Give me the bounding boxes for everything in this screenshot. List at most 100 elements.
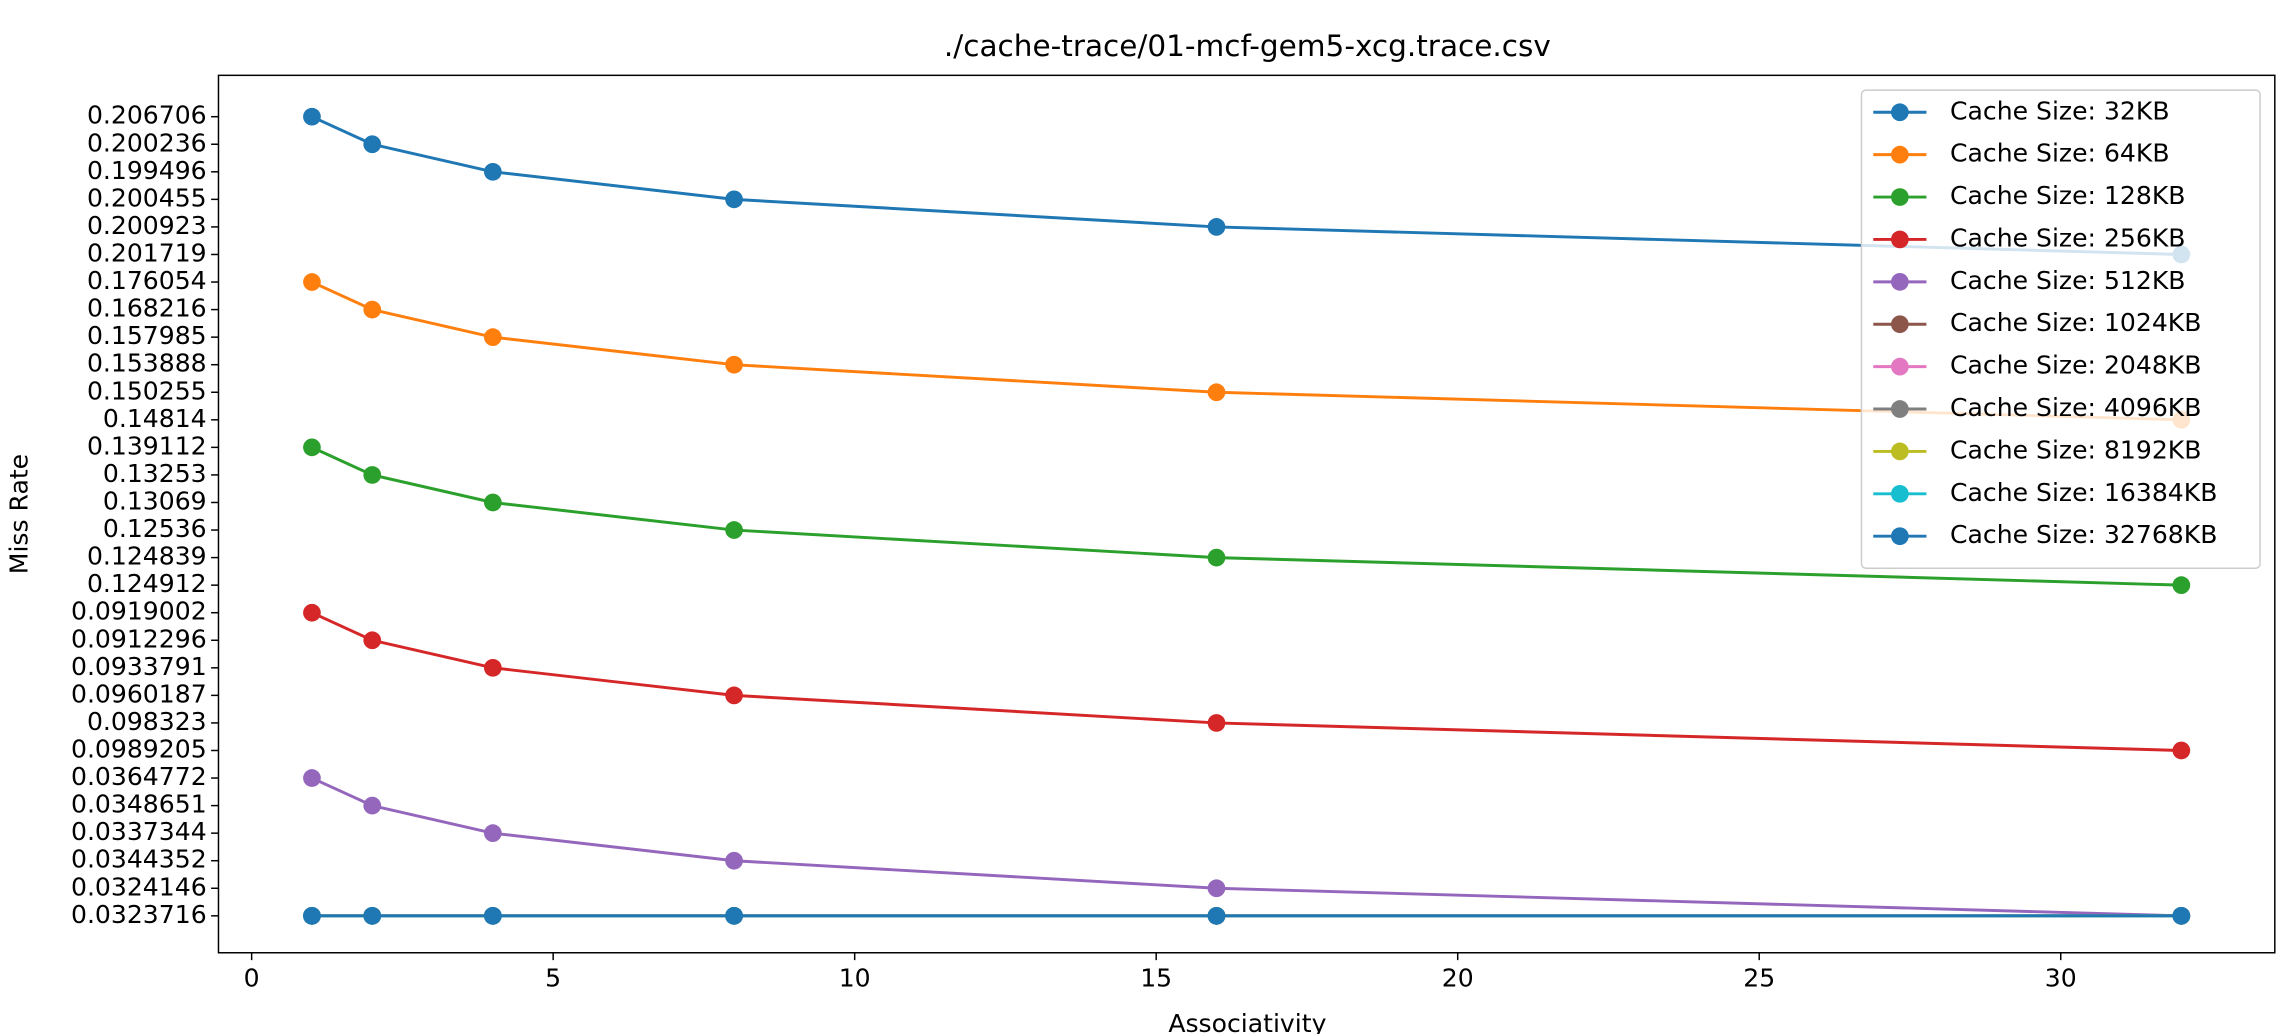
y-tick-label: 0.206706 — [87, 101, 207, 130]
x-axis-label: Associativity — [1168, 1009, 1326, 1034]
legend-label: Cache Size: 256KB — [1950, 223, 2185, 252]
legend-marker — [1891, 400, 1909, 418]
data-point — [1207, 879, 1226, 898]
x-tick-label: 20 — [1442, 963, 1474, 992]
legend-marker — [1891, 145, 1909, 164]
y-tick-label: 0.0323716 — [71, 900, 207, 929]
x-tick-label: 30 — [2045, 963, 2077, 992]
data-point — [363, 300, 382, 319]
legend-label: Cache Size: 8192KB — [1950, 435, 2201, 464]
y-tick-label: 0.12536 — [103, 514, 207, 543]
y-tick-label: 0.13253 — [103, 459, 207, 488]
data-point — [483, 162, 502, 181]
data-point — [2172, 906, 2191, 925]
y-tick-label: 0.157985 — [87, 321, 207, 350]
y-tick-label: 0.139112 — [87, 431, 207, 460]
data-point — [1207, 714, 1226, 732]
legend-label: Cache Size: 1024KB — [1950, 308, 2201, 337]
legend-label: Cache Size: 32768KB — [1950, 520, 2217, 549]
y-tick-label: 0.0364772 — [71, 762, 207, 791]
data-point — [303, 273, 321, 291]
data-point — [483, 824, 502, 843]
legend-label: Cache Size: 32KB — [1950, 96, 2169, 125]
y-tick-label: 0.0337344 — [71, 817, 207, 846]
y-tick-label: 0.150255 — [87, 376, 207, 405]
legend-label: Cache Size: 128KB — [1950, 181, 2185, 210]
y-tick-label: 0.201719 — [87, 238, 207, 267]
y-tick-label: 0.0344352 — [71, 845, 207, 874]
data-point — [725, 355, 743, 374]
y-tick-label: 0.0989205 — [71, 734, 207, 763]
legend-marker — [1891, 272, 1909, 291]
data-point — [363, 135, 382, 154]
series-line — [311, 115, 2182, 256]
data-point — [363, 466, 382, 484]
x-tick-label: 15 — [1140, 963, 1172, 992]
y-tick-label: 0.13069 — [103, 486, 207, 515]
data-point — [725, 851, 743, 870]
data-point — [303, 603, 321, 622]
legend-box — [1860, 89, 2261, 569]
y-tick-label: 0.14814 — [103, 404, 207, 433]
legend-marker — [1891, 357, 1909, 376]
y-tick-label: 0.0912296 — [71, 624, 207, 653]
legend-marker — [1891, 484, 1909, 503]
data-point — [303, 438, 321, 457]
x-tick-label: 5 — [545, 963, 561, 992]
y-tick-label: 0.0960187 — [71, 679, 207, 708]
data-point — [725, 906, 743, 925]
data-point — [1207, 548, 1226, 567]
data-point — [363, 796, 382, 815]
y-tick-label: 0.153888 — [87, 349, 207, 378]
legend-marker — [1891, 103, 1909, 122]
legend-label: Cache Size: 64KB — [1950, 139, 2169, 168]
series-line — [311, 611, 2182, 752]
plot-frame — [217, 74, 2276, 954]
legend-marker — [1891, 442, 1909, 461]
legend-marker — [1891, 527, 1909, 546]
data-point — [725, 686, 743, 705]
y-tick-label: 0.199496 — [87, 156, 207, 185]
x-tick-label: 0 — [244, 963, 260, 992]
data-point — [1207, 218, 1226, 236]
data-point — [725, 521, 743, 539]
y-tick-label: 0.200923 — [87, 211, 207, 240]
legend-marker — [1891, 230, 1909, 249]
legend-marker — [1891, 315, 1909, 334]
series-line — [311, 280, 2182, 422]
y-tick-label: 0.200455 — [87, 183, 207, 212]
legend-label: Cache Size: 2048KB — [1950, 351, 2201, 380]
y-tick-label: 0.124912 — [87, 569, 207, 598]
data-point — [2172, 576, 2191, 595]
y-tick-label: 0.200236 — [87, 128, 207, 157]
legend-label: Cache Size: 512KB — [1950, 266, 2185, 295]
y-tick-label: 0.176054 — [87, 266, 207, 295]
legend-label: Cache Size: 16384KB — [1950, 478, 2217, 507]
legend-label: Cache Size: 4096KB — [1950, 393, 2201, 422]
data-point — [483, 906, 502, 925]
data-point — [725, 190, 743, 209]
data-point — [483, 493, 502, 512]
y-tick-label: 0.0324146 — [71, 872, 207, 901]
data-point — [303, 769, 321, 787]
y-tick-label: 0.0348651 — [71, 790, 207, 819]
data-point — [1207, 383, 1226, 402]
data-point — [483, 658, 502, 677]
series-line — [311, 776, 2182, 918]
x-tick-label: 25 — [1743, 963, 1775, 992]
data-point — [303, 107, 321, 126]
series-line — [311, 446, 2182, 587]
data-point — [363, 631, 382, 650]
y-axis-label: Miss Rate — [5, 454, 34, 574]
y-tick-label: 0.124839 — [87, 542, 207, 571]
y-tick-label: 0.168216 — [87, 294, 207, 323]
y-tick-label: 0.0919002 — [71, 597, 207, 626]
y-tick-label: 0.0933791 — [71, 652, 207, 681]
chart-title: ./cache-trace/01-mcf-gem5-xcg.trace.csv — [944, 29, 1551, 63]
legend-marker — [1891, 188, 1909, 206]
data-point — [1207, 906, 1226, 925]
data-point — [363, 906, 382, 925]
data-point — [483, 328, 502, 347]
